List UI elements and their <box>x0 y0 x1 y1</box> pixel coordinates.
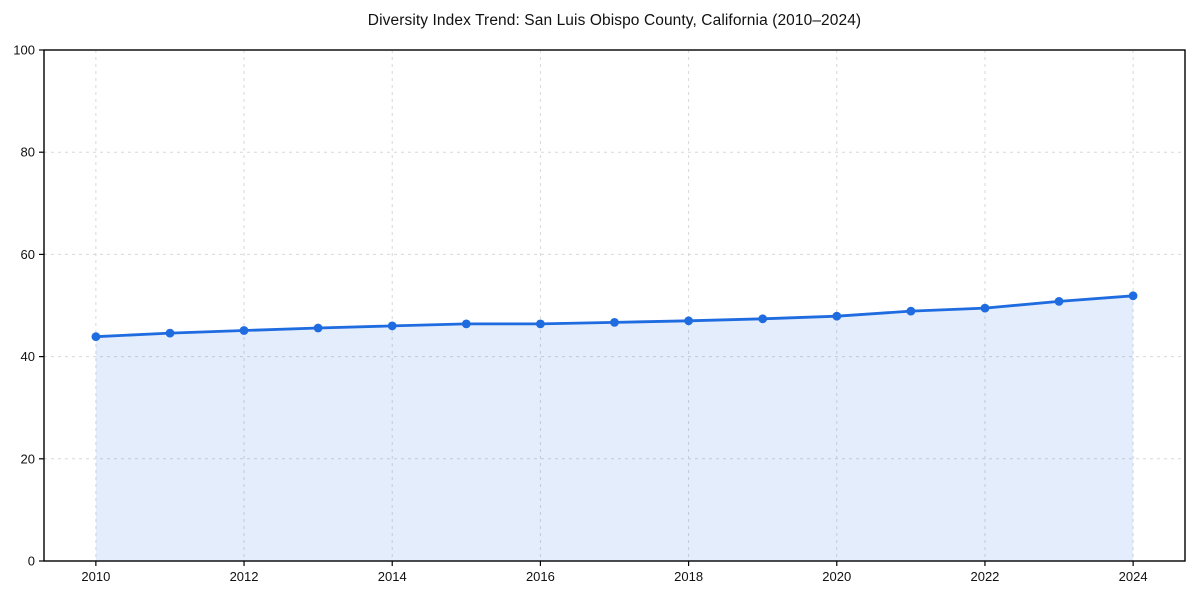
y-tick-label-20: 20 <box>21 451 35 466</box>
data-point-2016 <box>536 319 545 329</box>
data-point-2017 <box>610 318 619 327</box>
data-point-2019 <box>758 314 768 324</box>
y-tick-label-60: 60 <box>21 247 35 262</box>
y-tick-label-100: 100 <box>13 43 35 58</box>
tick-marks <box>39 49 1134 566</box>
data-point-2015 <box>461 319 471 329</box>
x-tick-label-2012: 2012 <box>230 569 259 584</box>
data-point-2020 <box>832 311 842 321</box>
y-tick-label-0: 0 <box>28 554 35 569</box>
tick-labels: 0 20 40 60 80 100 2010 2012 2014 2016 2018 2020 2022… <box>13 43 1147 585</box>
x-tick-label-2010: 2010 <box>81 569 110 584</box>
area-fill <box>95 295 1134 561</box>
y-tick-label-40: 40 <box>21 349 35 364</box>
data-point-2021 <box>906 306 916 316</box>
data-point-2023 <box>1054 297 1064 306</box>
x-tick-label-2016: 2016 <box>526 569 555 584</box>
x-tick-label-2024: 2024 <box>1119 569 1148 584</box>
x-tick-label-2018: 2018 <box>674 569 703 584</box>
x-tick-label-2020: 2020 <box>822 569 851 584</box>
data-point-2012 <box>239 326 249 335</box>
data-point-2014 <box>387 321 397 331</box>
data-point-2018 <box>684 316 693 326</box>
data-point-2024 <box>1128 291 1138 301</box>
y-tick-label-80: 80 <box>21 145 35 160</box>
data-point-2011 <box>165 328 175 338</box>
axes-frame <box>43 49 1186 562</box>
data-point-2022 <box>980 303 990 313</box>
x-tick-label-2014: 2014 <box>378 569 407 584</box>
data-point-2010 <box>91 332 101 342</box>
x-tick-label-2022: 2022 <box>970 569 999 584</box>
data-points <box>91 291 1138 342</box>
data-point-2013 <box>313 323 323 333</box>
chart-title: Diversity Index Trend: San Luis Obispo C… <box>367 12 862 29</box>
